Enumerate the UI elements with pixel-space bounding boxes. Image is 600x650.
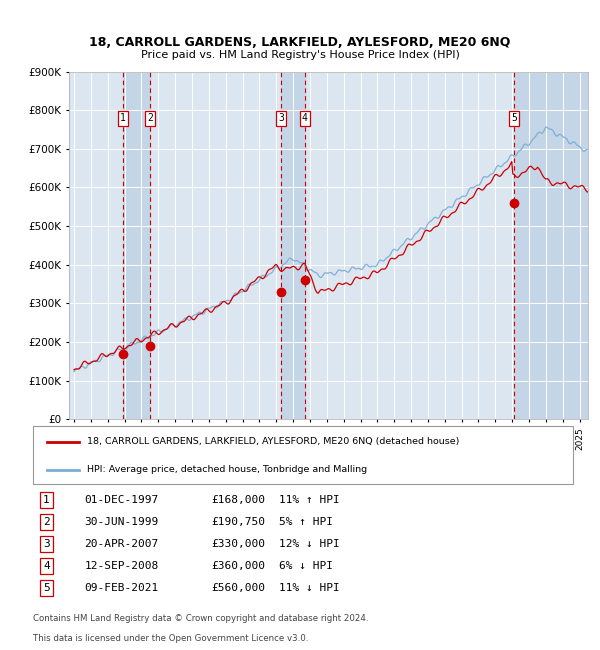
Text: Contains HM Land Registry data © Crown copyright and database right 2024.: Contains HM Land Registry data © Crown c…	[33, 614, 368, 623]
Text: 12% ↓ HPI: 12% ↓ HPI	[279, 540, 340, 549]
Text: 1: 1	[121, 114, 126, 124]
Text: 5% ↑ HPI: 5% ↑ HPI	[279, 517, 333, 527]
Text: 30-JUN-1999: 30-JUN-1999	[84, 517, 158, 527]
Text: 20-APR-2007: 20-APR-2007	[84, 540, 158, 549]
Text: 4: 4	[43, 561, 50, 571]
Text: £168,000: £168,000	[211, 495, 265, 505]
Text: Price paid vs. HM Land Registry's House Price Index (HPI): Price paid vs. HM Land Registry's House …	[140, 49, 460, 60]
Text: 3: 3	[43, 540, 50, 549]
Text: 01-DEC-1997: 01-DEC-1997	[84, 495, 158, 505]
Text: 6% ↓ HPI: 6% ↓ HPI	[279, 561, 333, 571]
Text: HPI: Average price, detached house, Tonbridge and Malling: HPI: Average price, detached house, Tonb…	[87, 465, 367, 474]
Bar	[514, 72, 588, 419]
Bar	[281, 72, 305, 419]
Text: £360,000: £360,000	[211, 561, 265, 571]
Text: 5: 5	[43, 583, 50, 593]
FancyBboxPatch shape	[33, 426, 573, 484]
Text: 4: 4	[302, 114, 308, 124]
Text: 18, CARROLL GARDENS, LARKFIELD, AYLESFORD, ME20 6NQ: 18, CARROLL GARDENS, LARKFIELD, AYLESFOR…	[89, 36, 511, 49]
Text: 11% ↓ HPI: 11% ↓ HPI	[279, 583, 340, 593]
Text: 2: 2	[43, 517, 50, 527]
Text: 2: 2	[147, 114, 153, 124]
Text: 11% ↑ HPI: 11% ↑ HPI	[279, 495, 340, 505]
Text: £190,750: £190,750	[211, 517, 265, 527]
Text: This data is licensed under the Open Government Licence v3.0.: This data is licensed under the Open Gov…	[33, 634, 308, 643]
Text: 09-FEB-2021: 09-FEB-2021	[84, 583, 158, 593]
Text: £560,000: £560,000	[211, 583, 265, 593]
Text: 18, CARROLL GARDENS, LARKFIELD, AYLESFORD, ME20 6NQ (detached house): 18, CARROLL GARDENS, LARKFIELD, AYLESFOR…	[87, 437, 460, 446]
Text: £330,000: £330,000	[211, 540, 265, 549]
Text: 3: 3	[278, 114, 284, 124]
Text: 12-SEP-2008: 12-SEP-2008	[84, 561, 158, 571]
Text: 5: 5	[511, 114, 517, 124]
Bar	[123, 72, 150, 419]
Text: 1: 1	[43, 495, 50, 505]
